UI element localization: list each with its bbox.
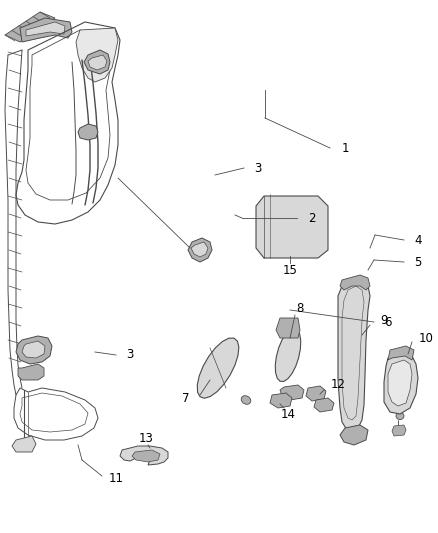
Polygon shape [270,393,292,408]
Text: 11: 11 [109,472,124,484]
Polygon shape [276,318,300,338]
Polygon shape [188,238,212,262]
Polygon shape [88,55,107,70]
Polygon shape [78,124,98,140]
Polygon shape [256,196,328,258]
Polygon shape [18,364,44,380]
Polygon shape [84,50,110,74]
Polygon shape [384,354,418,414]
Polygon shape [306,386,326,401]
Polygon shape [22,341,45,358]
Polygon shape [314,398,334,412]
Text: 10: 10 [419,332,434,344]
Polygon shape [340,425,368,445]
Polygon shape [191,242,208,257]
Ellipse shape [396,413,404,419]
Polygon shape [197,338,239,398]
Polygon shape [275,328,301,382]
Polygon shape [388,346,414,360]
Text: 5: 5 [414,255,422,269]
Polygon shape [26,22,65,36]
Polygon shape [12,436,36,452]
Polygon shape [5,12,55,42]
Polygon shape [280,385,304,400]
Text: 15: 15 [283,263,297,277]
Text: 2: 2 [308,212,316,224]
Polygon shape [120,446,168,465]
Polygon shape [338,280,370,432]
Ellipse shape [31,347,37,353]
Text: 14: 14 [280,408,296,422]
Polygon shape [388,360,412,406]
Text: 6: 6 [384,316,392,328]
Text: 13: 13 [138,432,153,445]
Text: 9: 9 [380,313,388,327]
Text: 8: 8 [297,302,304,314]
Text: 3: 3 [126,349,134,361]
Text: 4: 4 [414,233,422,246]
Text: 3: 3 [254,161,261,174]
Polygon shape [340,275,370,290]
Polygon shape [16,336,52,364]
Text: 7: 7 [182,392,190,405]
Polygon shape [76,28,118,82]
Polygon shape [392,425,406,436]
Polygon shape [132,450,160,462]
Text: 1: 1 [341,141,349,155]
Ellipse shape [241,395,251,404]
Polygon shape [20,18,72,42]
Text: 12: 12 [331,378,346,392]
